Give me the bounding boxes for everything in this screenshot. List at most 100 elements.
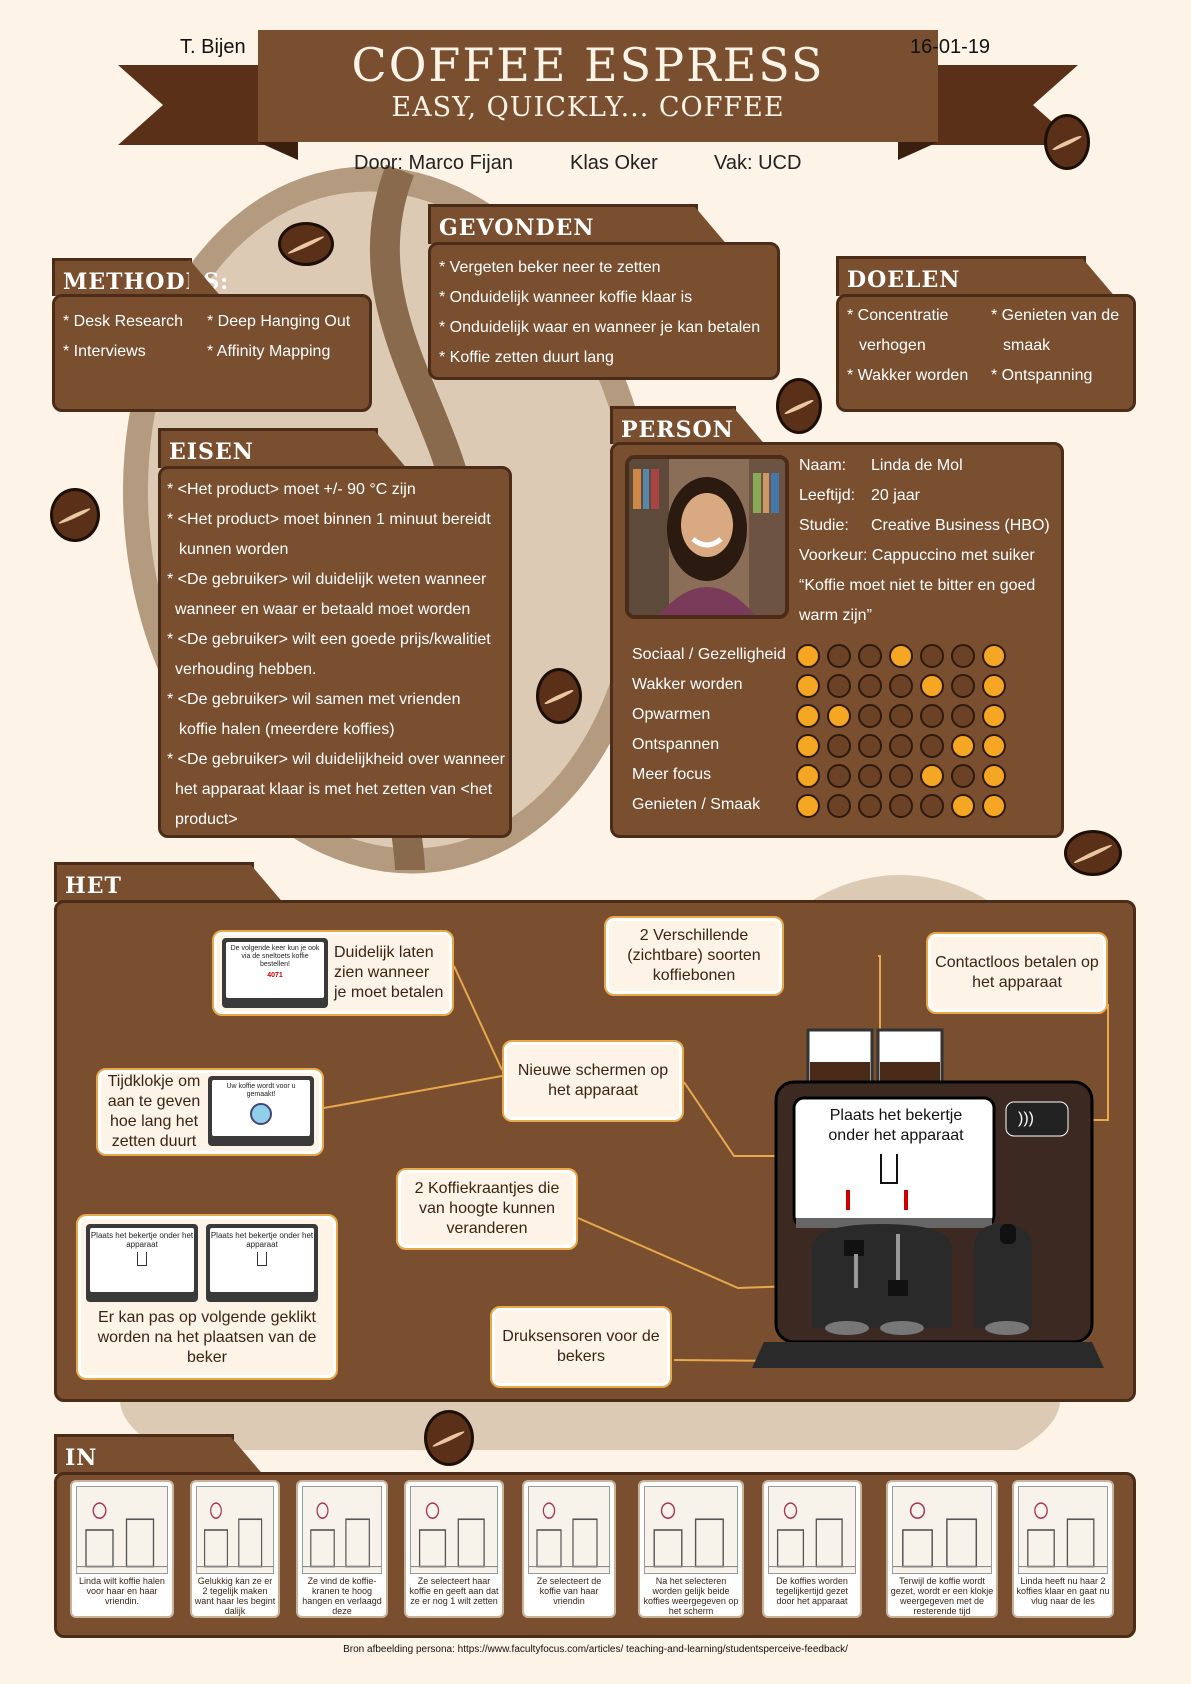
- screen-mock-betalen: De volgende keer kun je ook via de snelt…: [222, 938, 328, 1008]
- page-subtitle: EASY, QUICKLY... COFFEE: [391, 92, 785, 123]
- persona-quote-line1: “Koffie moet niet te bitter en goed: [799, 577, 1036, 594]
- rating-row: Ontspannen: [632, 736, 719, 754]
- persona-preference: Voorkeur: Cappuccino met suiker: [799, 547, 1035, 564]
- doel-item: verhogen: [859, 337, 926, 354]
- rating-bean-icon: [858, 794, 882, 818]
- rating-bean-icon: [827, 674, 851, 698]
- arrow-down-icon: [904, 1190, 908, 1210]
- callout-nieuwe-schermen: Nieuwe schermen op het apparaat: [502, 1040, 684, 1122]
- storyboard-frame: Gelukkig kan ze er 2 tegelijk maken want…: [190, 1480, 280, 1618]
- arrow-down-icon: [846, 1190, 850, 1210]
- eis-line: * <De gebruiker> wil duidelijk weten wan…: [167, 571, 487, 588]
- doel-item: * Concentratie: [847, 307, 949, 324]
- source-credit: Bron afbeelding persona: https://www.fac…: [343, 1644, 848, 1655]
- rating-row: Wakker worden: [632, 676, 743, 694]
- eis-line: * <De gebruiker> wil duidelijkheid over …: [167, 751, 505, 768]
- happy-face-icon: [982, 674, 1006, 698]
- callout-koffiebonen: 2 Verschillende (zichtbare) soorten koff…: [604, 916, 784, 996]
- contactless-icon: ))): [1018, 1110, 1034, 1127]
- coffee-bean-icon: [50, 488, 100, 542]
- persona-photo-image: [629, 459, 785, 615]
- rating-row: Sociaal / Gezelligheid: [632, 646, 786, 664]
- rating-row: Genieten / Smaak: [632, 796, 760, 814]
- happy-face-icon: [982, 764, 1006, 788]
- storyboard-caption: Terwijl de koffie wordt gezet, wordt er …: [890, 1576, 994, 1616]
- storyboard-sketch: [302, 1486, 382, 1574]
- methodes-col2: * Deep Hanging Out * Affinity Mapping: [207, 307, 350, 367]
- rating-bean-icon: [858, 644, 882, 668]
- sad-face-icon: [796, 734, 820, 758]
- probleem-item: * Onduidelijk wanneer koffie klaar is: [439, 289, 693, 306]
- persona-name-label: Naam:: [799, 457, 847, 474]
- rating-bean-icon: [920, 734, 944, 758]
- rating-bean-icon: [920, 644, 944, 668]
- persona-details: Naam: Linda de Mol Leeftijd: 20 jaar Studi…: [799, 451, 1050, 631]
- rating-row: Meer focus: [632, 766, 711, 784]
- coffee-bean-icon: [278, 222, 334, 266]
- methodes-panel: * Desk Research * Interviews * Deep Hang…: [52, 294, 372, 412]
- storyboard-sketch: [768, 1486, 856, 1574]
- rating-label: Ontspannen: [632, 736, 720, 753]
- doelen-col2: * Genieten van de smaak * Ontspanning: [991, 301, 1119, 391]
- storyboard-frame: Terwijl de koffie wordt gezet, wordt er …: [886, 1480, 998, 1618]
- storyboard-caption: Linda heeft nu haar 2 koffies klaar en g…: [1016, 1576, 1110, 1606]
- eis-line: kunnen worden: [179, 541, 289, 558]
- methode-item: * Affinity Mapping: [207, 343, 331, 360]
- storyboard-caption: De koffies worden tegelijkertijd gezet d…: [775, 1576, 849, 1606]
- methode-item: * Interviews: [63, 343, 146, 360]
- probleem-item: * Koffie zetten duurt lang: [439, 349, 614, 366]
- storyboard-sketch: [196, 1486, 274, 1574]
- storyboard-frame: Ze selecteert de koffie van haar vriendi…: [522, 1480, 616, 1618]
- rating-label: Wakker worden: [632, 676, 743, 693]
- storyboard-frame: Ze selecteert haar koffie en geeft aan d…: [404, 1480, 504, 1618]
- problemen-list: * Vergeten beker neer te zetten * Onduid…: [439, 253, 760, 373]
- happy-face-icon: [982, 734, 1006, 758]
- rating-bean-icon: [951, 764, 975, 788]
- probleem-item: * Onduidelijk waar en wanneer je kan bet…: [439, 319, 761, 336]
- screen-mock-text: Plaats het bekertje onder het apparaat: [90, 1231, 194, 1249]
- problemen-panel: * Vergeten beker neer te zetten * Onduid…: [428, 242, 780, 380]
- probleem-item: * Vergeten beker neer te zetten: [439, 259, 661, 276]
- doel-item: * Genieten van de: [991, 307, 1120, 324]
- callout-tijdklokje-text: Tijdklokje om aan te geven hoe lang het …: [107, 1073, 201, 1150]
- rating-bean-icon: [889, 674, 913, 698]
- rating-bean-icon: [951, 644, 975, 668]
- screen-mock-klok: Uw koffie wordt voor u gemaakt!: [208, 1076, 314, 1146]
- storyboard-sketch: [644, 1486, 738, 1574]
- sad-face-icon: [796, 644, 820, 668]
- eis-line: wanneer en waar er betaald moet worden: [175, 601, 471, 618]
- methodes-col1: * Desk Research * Interviews: [63, 307, 183, 367]
- coffee-bean-icon: [776, 378, 822, 434]
- storyboard-frame: Na het selecteren worden gelijk beide ko…: [638, 1480, 744, 1618]
- rating-row: Opwarmen: [632, 706, 710, 724]
- cup-icon: [880, 1154, 898, 1184]
- eis-line: het apparaat klaar is met het zetten van…: [175, 781, 493, 798]
- storyboard-sketch: [1018, 1486, 1108, 1574]
- eis-line: koffie halen (meerdere koffies): [179, 721, 395, 738]
- rating-bean-icon: [951, 794, 975, 818]
- storyboard-caption: Ze selecteert haar koffie en geeft aan d…: [409, 1576, 499, 1606]
- persona-age: 20 jaar: [871, 487, 920, 504]
- machine-screen-text: Plaats het bekertje onder het apparaat: [828, 1107, 964, 1144]
- eis-line: verhouding hebben.: [175, 661, 317, 678]
- eis-line: * <Het product> moet binnen 1 minuut ber…: [167, 511, 491, 528]
- callout-geklikt-text: Er kan pas op volgende geklikt worden na…: [97, 1309, 317, 1366]
- eisen-list: * <Het product> moet +/- 90 °C zijn * <H…: [167, 475, 505, 835]
- methode-item: * Desk Research: [63, 313, 184, 330]
- screen-mock-text: Uw koffie wordt voor u gemaakt!: [226, 1083, 296, 1098]
- rating-bean-icon: [827, 734, 851, 758]
- rating-bean-icon: [951, 734, 975, 758]
- date-label: 16-01-19: [910, 36, 991, 58]
- eis-line: * <De gebruiker> wil samen met vrienden: [167, 691, 461, 708]
- happy-face-icon: [982, 794, 1006, 818]
- callout-contactloos: Contactloos betalen op het apparaat: [926, 932, 1108, 1014]
- storyboard-sketch: [410, 1486, 498, 1574]
- happy-face-icon: [982, 704, 1006, 728]
- rating-bean-icon: [889, 704, 913, 728]
- coffee-bean-icon: [1064, 830, 1122, 876]
- rating-bean-icon: [889, 644, 913, 668]
- rating-bean-icon: [827, 704, 851, 728]
- persona-study: Creative Business (HBO): [871, 517, 1050, 534]
- storyboard-caption: Ze vind de koffie-kranen te hoog hangen …: [302, 1576, 382, 1616]
- byline-class: Klas Oker: [570, 152, 658, 174]
